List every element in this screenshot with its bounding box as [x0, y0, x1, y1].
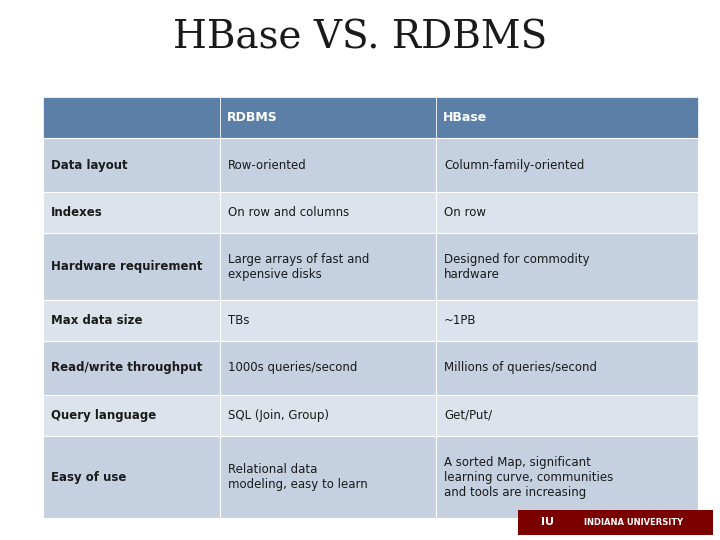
Text: Designed for commodity
hardware: Designed for commodity hardware — [444, 253, 590, 280]
Text: Data layout: Data layout — [51, 159, 127, 172]
Text: Row-oriented: Row-oriented — [228, 159, 307, 172]
Text: Get/Put/: Get/Put/ — [444, 409, 492, 422]
FancyBboxPatch shape — [436, 341, 698, 395]
FancyBboxPatch shape — [436, 436, 698, 518]
FancyBboxPatch shape — [43, 97, 220, 138]
FancyBboxPatch shape — [43, 341, 220, 395]
FancyBboxPatch shape — [220, 436, 436, 518]
FancyBboxPatch shape — [220, 97, 436, 138]
FancyBboxPatch shape — [436, 192, 698, 233]
FancyBboxPatch shape — [220, 300, 436, 341]
FancyBboxPatch shape — [220, 395, 436, 436]
Text: IU: IU — [541, 517, 554, 528]
FancyBboxPatch shape — [43, 233, 220, 300]
FancyBboxPatch shape — [436, 300, 698, 341]
Text: ~1PB: ~1PB — [444, 314, 477, 327]
FancyBboxPatch shape — [43, 436, 220, 518]
FancyBboxPatch shape — [43, 192, 220, 233]
FancyBboxPatch shape — [436, 395, 698, 436]
FancyBboxPatch shape — [436, 138, 698, 192]
Text: Hardware requirement: Hardware requirement — [51, 260, 202, 273]
Text: SQL (Join, Group): SQL (Join, Group) — [228, 409, 329, 422]
Text: Read/write throughput: Read/write throughput — [51, 361, 202, 374]
Text: On row and columns: On row and columns — [228, 206, 349, 219]
FancyBboxPatch shape — [518, 510, 713, 535]
FancyBboxPatch shape — [220, 341, 436, 395]
FancyBboxPatch shape — [436, 97, 698, 138]
FancyBboxPatch shape — [436, 233, 698, 300]
Text: HBase VS. RDBMS: HBase VS. RDBMS — [173, 19, 547, 56]
Text: Query language: Query language — [51, 409, 156, 422]
FancyBboxPatch shape — [43, 300, 220, 341]
FancyBboxPatch shape — [220, 138, 436, 192]
Text: RDBMS: RDBMS — [227, 111, 277, 124]
Text: TBs: TBs — [228, 314, 249, 327]
Text: HBase: HBase — [443, 111, 487, 124]
Text: Max data size: Max data size — [51, 314, 143, 327]
FancyBboxPatch shape — [43, 395, 220, 436]
Text: Large arrays of fast and
expensive disks: Large arrays of fast and expensive disks — [228, 253, 369, 280]
FancyBboxPatch shape — [220, 192, 436, 233]
Text: 1000s queries/second: 1000s queries/second — [228, 361, 357, 374]
Text: On row: On row — [444, 206, 486, 219]
Text: Indexes: Indexes — [51, 206, 103, 219]
Text: Relational data
modeling, easy to learn: Relational data modeling, easy to learn — [228, 463, 368, 491]
Text: INDIANA UNIVERSITY: INDIANA UNIVERSITY — [584, 518, 683, 527]
Text: Easy of use: Easy of use — [51, 470, 127, 484]
Text: Millions of queries/second: Millions of queries/second — [444, 361, 597, 374]
FancyBboxPatch shape — [220, 233, 436, 300]
FancyBboxPatch shape — [43, 138, 220, 192]
Text: A sorted Map, significant
learning curve, communities
and tools are increasing: A sorted Map, significant learning curve… — [444, 456, 613, 498]
Text: Column-family-oriented: Column-family-oriented — [444, 159, 585, 172]
